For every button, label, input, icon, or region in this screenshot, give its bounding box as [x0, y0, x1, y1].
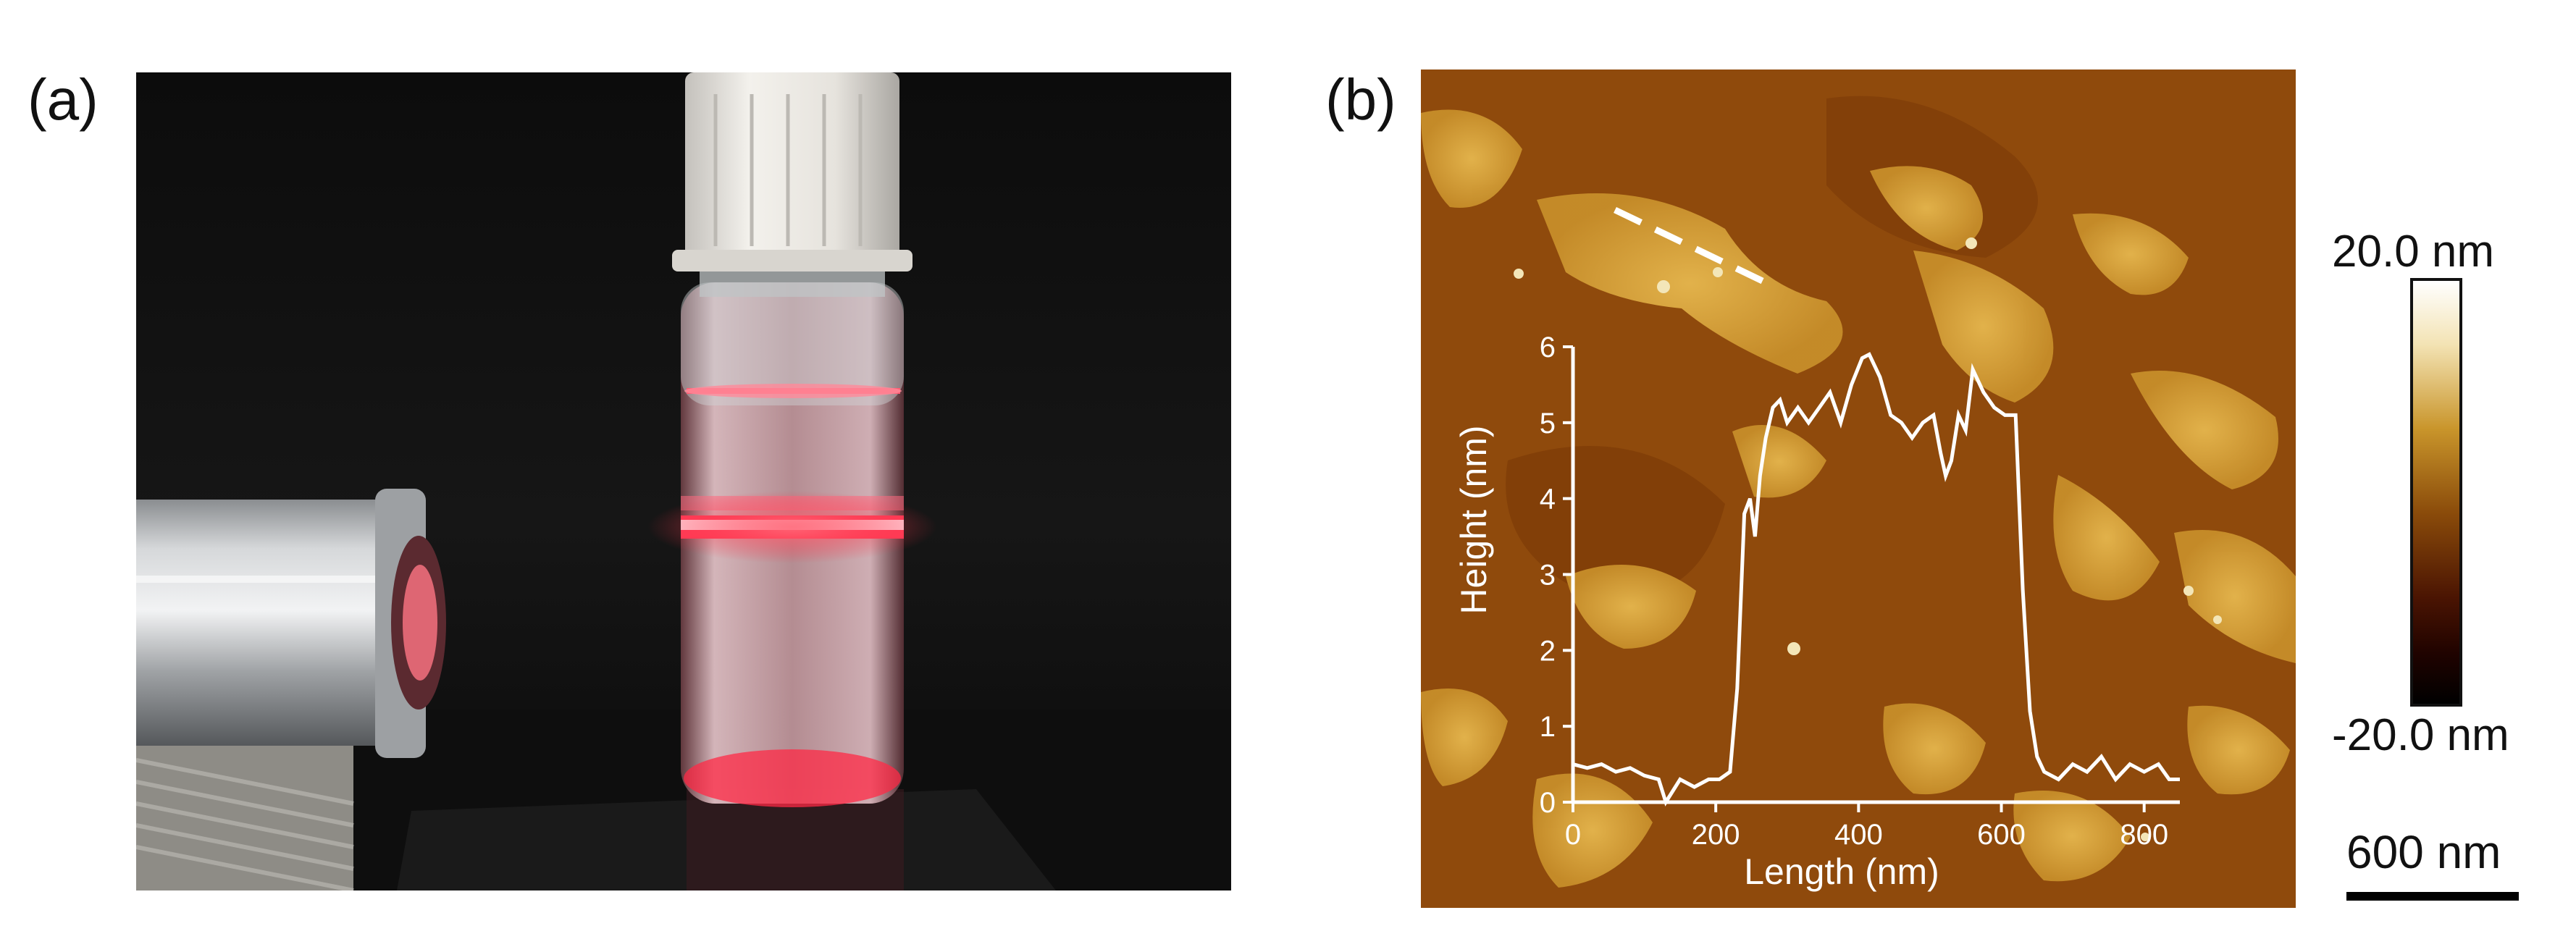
x-tick-label: 200	[1692, 819, 1740, 851]
y-tick-label: 2	[1540, 635, 1556, 667]
x-tick-label: 800	[2120, 819, 2168, 851]
y-tick-label: 6	[1540, 332, 1556, 363]
y-tick-label: 4	[1540, 484, 1556, 515]
x-tick-label: 600	[1977, 819, 2026, 851]
profile-dashed-line	[1614, 206, 1773, 289]
y-tick-label: 0	[1540, 787, 1556, 819]
y-tick-label: 3	[1540, 560, 1556, 591]
x-tick-label: 400	[1834, 819, 1883, 851]
x-axis-title: Length (nm)	[1744, 851, 1939, 892]
panel-label-a: (a)	[28, 67, 98, 132]
profile-series-line	[1572, 352, 2180, 807]
panel-label-b: (b)	[1325, 67, 1396, 132]
tyndall-photo	[136, 72, 1231, 890]
scale-bar	[2346, 892, 2519, 901]
y-tick-label: 5	[1540, 408, 1556, 439]
profile-axes: 0 200 400 600 800 0 1 2 3 4 5 6	[1540, 332, 2180, 851]
y-axis-title: Height (nm)	[1453, 425, 1494, 614]
colorbar-min-label: -20.0 nm	[2332, 710, 2509, 760]
colorbar-max-label: 20.0 nm	[2332, 227, 2495, 277]
y-tick-label: 1	[1540, 711, 1556, 743]
afm-image	[1421, 70, 2296, 908]
x-tick-label: 0	[1565, 819, 1581, 851]
colorbar	[2410, 278, 2462, 707]
scale-bar-label: 600 nm	[2346, 826, 2501, 878]
height-profile-chart: 0 200 400 600 800 0 1 2 3 4 5 6 Length (nm) Height …	[1453, 332, 2180, 892]
